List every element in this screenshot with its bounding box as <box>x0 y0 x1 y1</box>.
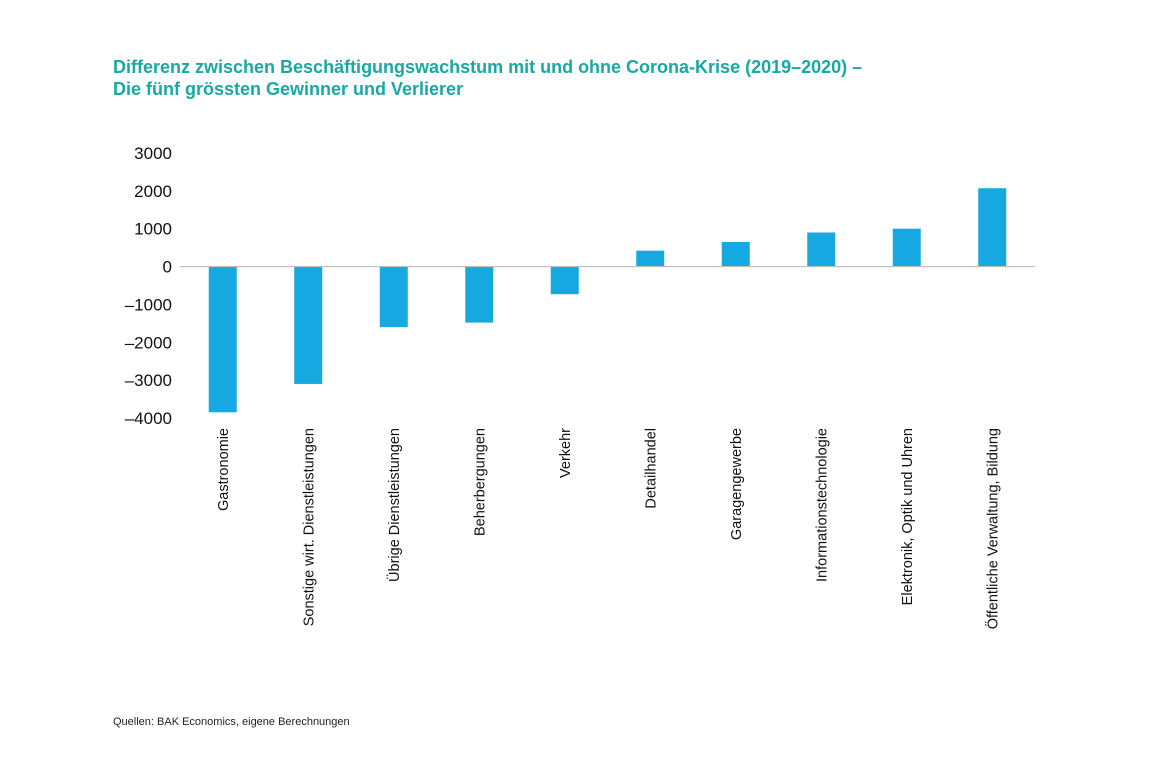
y-tick-label: 3000 <box>134 144 172 163</box>
bar-8 <box>807 232 836 267</box>
y-tick-label: –2000 <box>125 333 172 352</box>
x-category-label: Informationstechnologie <box>814 428 830 582</box>
y-tick-label: 0 <box>163 258 172 277</box>
x-category-label: Übrige Dienstleistungen <box>385 428 403 582</box>
x-category-label: Detailhandel <box>643 428 659 509</box>
y-tick-label: 2000 <box>134 182 172 201</box>
chart-title-line-2: Die fünf grössten Gewinner und Verlierer <box>113 79 464 99</box>
x-category-label: Öffentliche Verwaltung, Bildung <box>983 428 1001 629</box>
bar-10 <box>978 188 1007 267</box>
y-tick-label: –1000 <box>125 295 172 314</box>
bars-group <box>208 188 1007 413</box>
bar-4 <box>465 266 494 323</box>
bar-3 <box>379 266 408 328</box>
source-note: Quellen: BAK Economics, eigene Berechnun… <box>113 716 350 728</box>
x-category-label: Gastronomie <box>216 428 232 511</box>
x-category-label: Verkehr <box>558 428 574 478</box>
bar-1 <box>208 266 237 413</box>
y-tick-label: –3000 <box>125 371 172 390</box>
x-axis-category-labels: Gastronomie Sonstige wirt. Dienstleistung… <box>216 428 1002 629</box>
x-category-label: Beherbergungen <box>472 428 488 536</box>
bar-5 <box>550 266 579 295</box>
x-category-label: Elektronik, Optik und Uhren <box>900 428 916 605</box>
x-category-label: Garagengewerbe <box>729 428 745 540</box>
x-category-label: Sonstige wirt. Dienstleistungen <box>301 428 317 626</box>
y-tick-label: –4000 <box>125 409 172 428</box>
y-tick-label: 1000 <box>134 220 172 239</box>
bar-7 <box>721 241 750 267</box>
chart-title-line-1: Differenz zwischen Beschäftigungswachstu… <box>113 57 863 77</box>
y-axis-tick-labels: 3000 2000 1000 0 –1000 –2000 –3000 –4000 <box>125 144 172 428</box>
bar-9 <box>892 228 921 267</box>
chart-title: Differenz zwischen Beschäftigungswachstu… <box>113 56 862 100</box>
bar-2 <box>294 266 323 384</box>
bar-6 <box>636 250 665 267</box>
